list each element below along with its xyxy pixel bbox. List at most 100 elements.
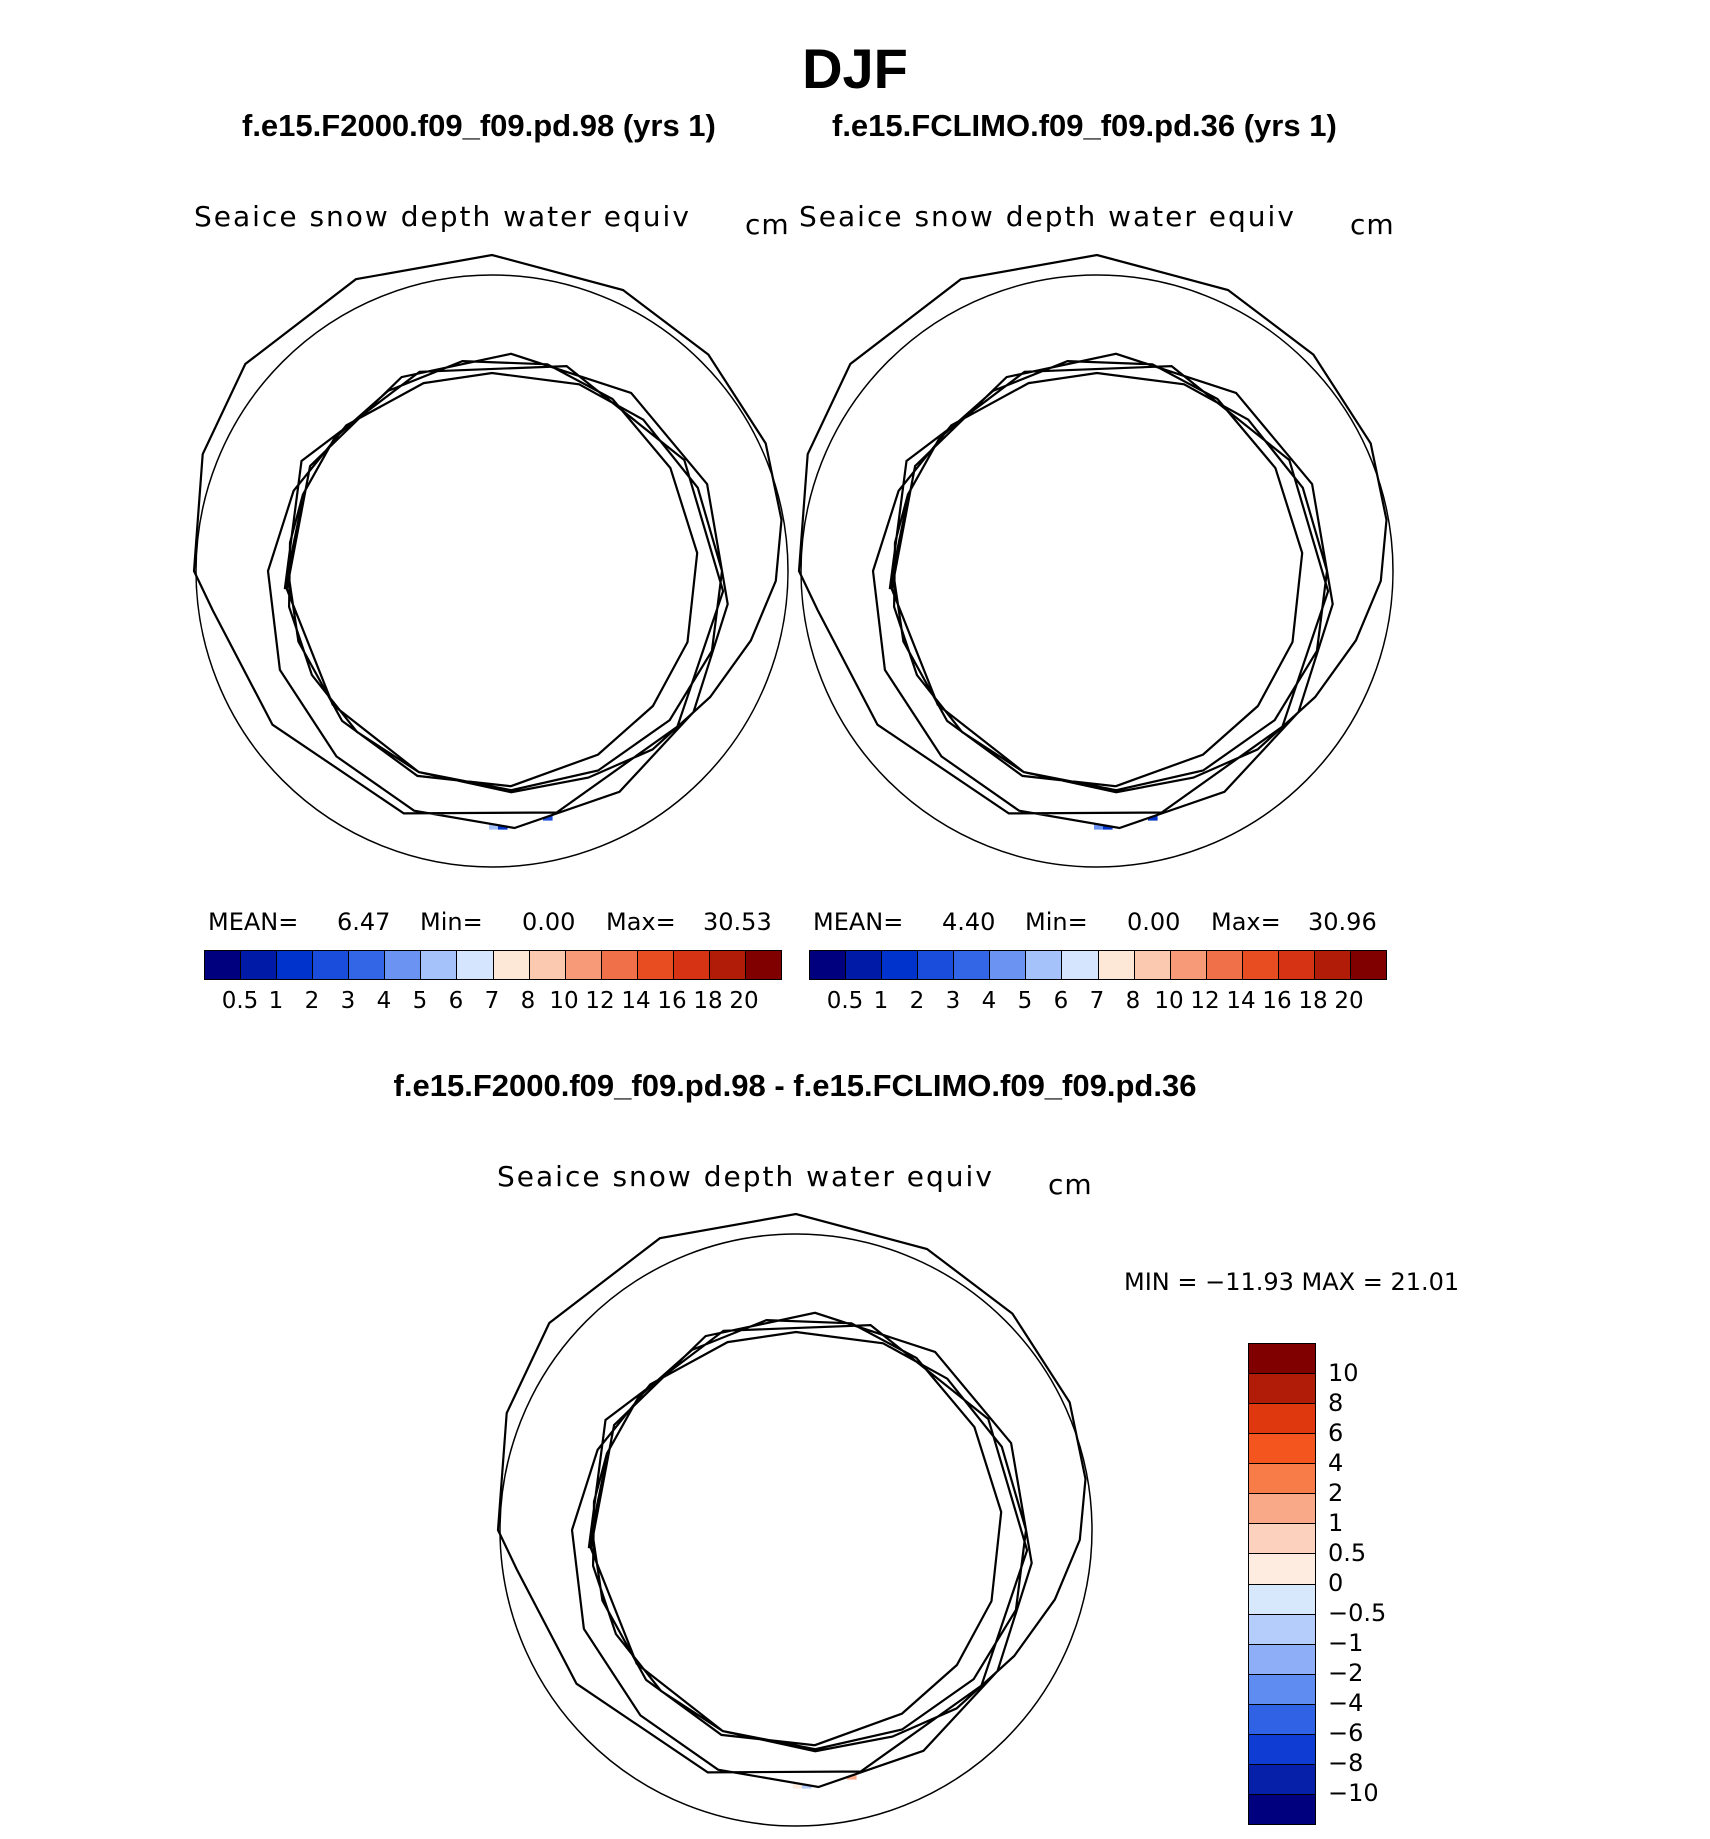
variable-title-difference: Seaice snow depth water equiv: [497, 1160, 994, 1193]
colorbar-swatch: [1278, 951, 1315, 979]
continent-outline-icon: [797, 253, 1388, 830]
min-label-left: Min=: [420, 908, 483, 936]
mean-label-right: MEAN=: [813, 908, 904, 936]
colorbar-tick-label: 14: [1226, 988, 1256, 1014]
colorbar-swatch: [990, 951, 1027, 979]
colorbar-swatch: [1249, 1764, 1315, 1795]
colorbar-swatch: [1249, 1344, 1315, 1375]
colorbar-tick-label: 1: [268, 988, 284, 1014]
colorbar-tick-label: 12: [1190, 988, 1220, 1014]
colorbar-tick-label: −0.5: [1328, 1599, 1387, 1627]
colorbar-right: [809, 950, 1387, 980]
mean-label-left: MEAN=: [208, 908, 299, 936]
colorbar-tick-label: 1: [1328, 1509, 1344, 1537]
colorbar-tick-label: 18: [1298, 988, 1328, 1014]
colorbar-swatch: [457, 951, 494, 979]
colorbar-swatch: [1098, 951, 1135, 979]
colorbar-left-ticks: 0.5 1 2 3 4 5 6 7 8 10 12 14 16 18 20: [204, 988, 780, 1018]
colorbar-swatch: [637, 951, 674, 979]
colorbar-swatch: [882, 951, 919, 979]
colorbar-left: [204, 950, 782, 980]
colorbar-swatch: [1249, 1674, 1315, 1705]
colorbar-tick-label: 2: [1328, 1479, 1344, 1507]
colorbar-difference-ticks: 10 8 6 4 2 1 0.5 0 −0.5 −1 −2 −4 −6 −8 −10: [1328, 1343, 1448, 1823]
colorbar-swatch: [205, 951, 242, 979]
colorbar-swatch: [493, 951, 530, 979]
colorbar-swatch: [349, 951, 386, 979]
polar-map-difference: [496, 1212, 1093, 1827]
colorbar-swatch: [1249, 1464, 1315, 1495]
colorbar-tick-label: 20: [729, 988, 759, 1014]
colorbar-tick-label: −2: [1328, 1659, 1364, 1687]
max-value-left: 30.53: [703, 908, 772, 936]
colorbar-swatch: [1249, 1374, 1315, 1405]
colorbar-tick-label: 12: [585, 988, 615, 1014]
min-label-right: Min=: [1025, 908, 1088, 936]
case-title-left: f.e15.F2000.f09_f09.pd.98 (yrs 1): [242, 108, 716, 143]
colorbar-tick-label: 0: [1328, 1569, 1344, 1597]
colorbar-tick-label: 14: [621, 988, 651, 1014]
colorbar-swatch: [1170, 951, 1207, 979]
min-value-right: 0.00: [1127, 908, 1181, 936]
colorbar-tick-label: 10: [549, 988, 579, 1014]
colorbar-swatch: [241, 951, 278, 979]
colorbar-swatch: [1062, 951, 1099, 979]
colorbar-swatch: [1249, 1734, 1315, 1765]
colorbar-swatch: [709, 951, 746, 979]
colorbar-right-ticks: 0.5 1 2 3 4 5 6 7 8 10 12 14 16 18 20: [809, 988, 1385, 1018]
colorbar-tick-label: 18: [693, 988, 723, 1014]
colorbar-tick-label: 8: [1125, 988, 1141, 1014]
mean-value-right: 4.40: [942, 908, 996, 936]
colorbar-swatch: [1249, 1614, 1315, 1645]
colorbar-swatch: [846, 951, 883, 979]
colorbar-tick-label: 0.5: [826, 988, 864, 1014]
colorbar-swatch: [1026, 951, 1063, 979]
colorbar-swatch: [810, 951, 847, 979]
colorbar-swatch: [565, 951, 602, 979]
units-difference: cm: [1048, 1168, 1093, 1201]
colorbar-tick-label: −6: [1328, 1719, 1364, 1747]
units-left: cm: [745, 208, 790, 241]
colorbar-tick-label: 3: [945, 988, 961, 1014]
colorbar-tick-label: 20: [1334, 988, 1364, 1014]
colorbar-tick-label: 4: [1328, 1449, 1344, 1477]
colorbar-tick-label: 4: [981, 988, 997, 1014]
colorbar-swatch: [918, 951, 955, 979]
continent-outline-icon: [192, 253, 783, 830]
variable-title-right: Seaice snow depth water equiv: [799, 200, 1296, 233]
colorbar-swatch: [1249, 1644, 1315, 1675]
colorbar-swatch: [1249, 1794, 1315, 1824]
case-title-right: f.e15.FCLIMO.f09_f09.pd.36 (yrs 1): [832, 108, 1337, 143]
colorbar-swatch: [277, 951, 314, 979]
colorbar-tick-label: 5: [1017, 988, 1033, 1014]
colorbar-tick-label: −1: [1328, 1629, 1364, 1657]
colorbar-tick-label: 7: [1089, 988, 1105, 1014]
polar-map-right: [797, 253, 1394, 868]
colorbar-tick-label: 7: [484, 988, 500, 1014]
colorbar-swatch: [954, 951, 991, 979]
colorbar-swatch: [745, 951, 781, 979]
colorbar-tick-label: 5: [412, 988, 428, 1014]
colorbar-swatch: [601, 951, 638, 979]
map-boundary-circle: [800, 274, 1394, 868]
colorbar-swatch: [1249, 1494, 1315, 1525]
colorbar-tick-label: 0.5: [1328, 1539, 1367, 1567]
colorbar-tick-label: 2: [909, 988, 925, 1014]
colorbar-swatch: [1242, 951, 1279, 979]
colorbar-tick-label: −10: [1328, 1779, 1379, 1807]
colorbar-tick-label: 16: [1262, 988, 1292, 1014]
max-value-right: 30.96: [1308, 908, 1377, 936]
colorbar-swatch: [1206, 951, 1243, 979]
colorbar-swatch: [1249, 1704, 1315, 1735]
colorbar-swatch: [1249, 1404, 1315, 1435]
colorbar-difference: [1248, 1343, 1316, 1825]
colorbar-tick-label: 4: [376, 988, 392, 1014]
map-boundary-circle: [499, 1233, 1093, 1827]
colorbar-swatch: [421, 951, 458, 979]
variable-title-left: Seaice snow depth water equiv: [194, 200, 691, 233]
map-boundary-circle: [195, 274, 789, 868]
colorbar-swatch: [529, 951, 566, 979]
max-label-right: Max=: [1211, 908, 1281, 936]
colorbar-tick-label: 6: [1328, 1419, 1344, 1447]
colorbar-swatch: [1350, 951, 1386, 979]
